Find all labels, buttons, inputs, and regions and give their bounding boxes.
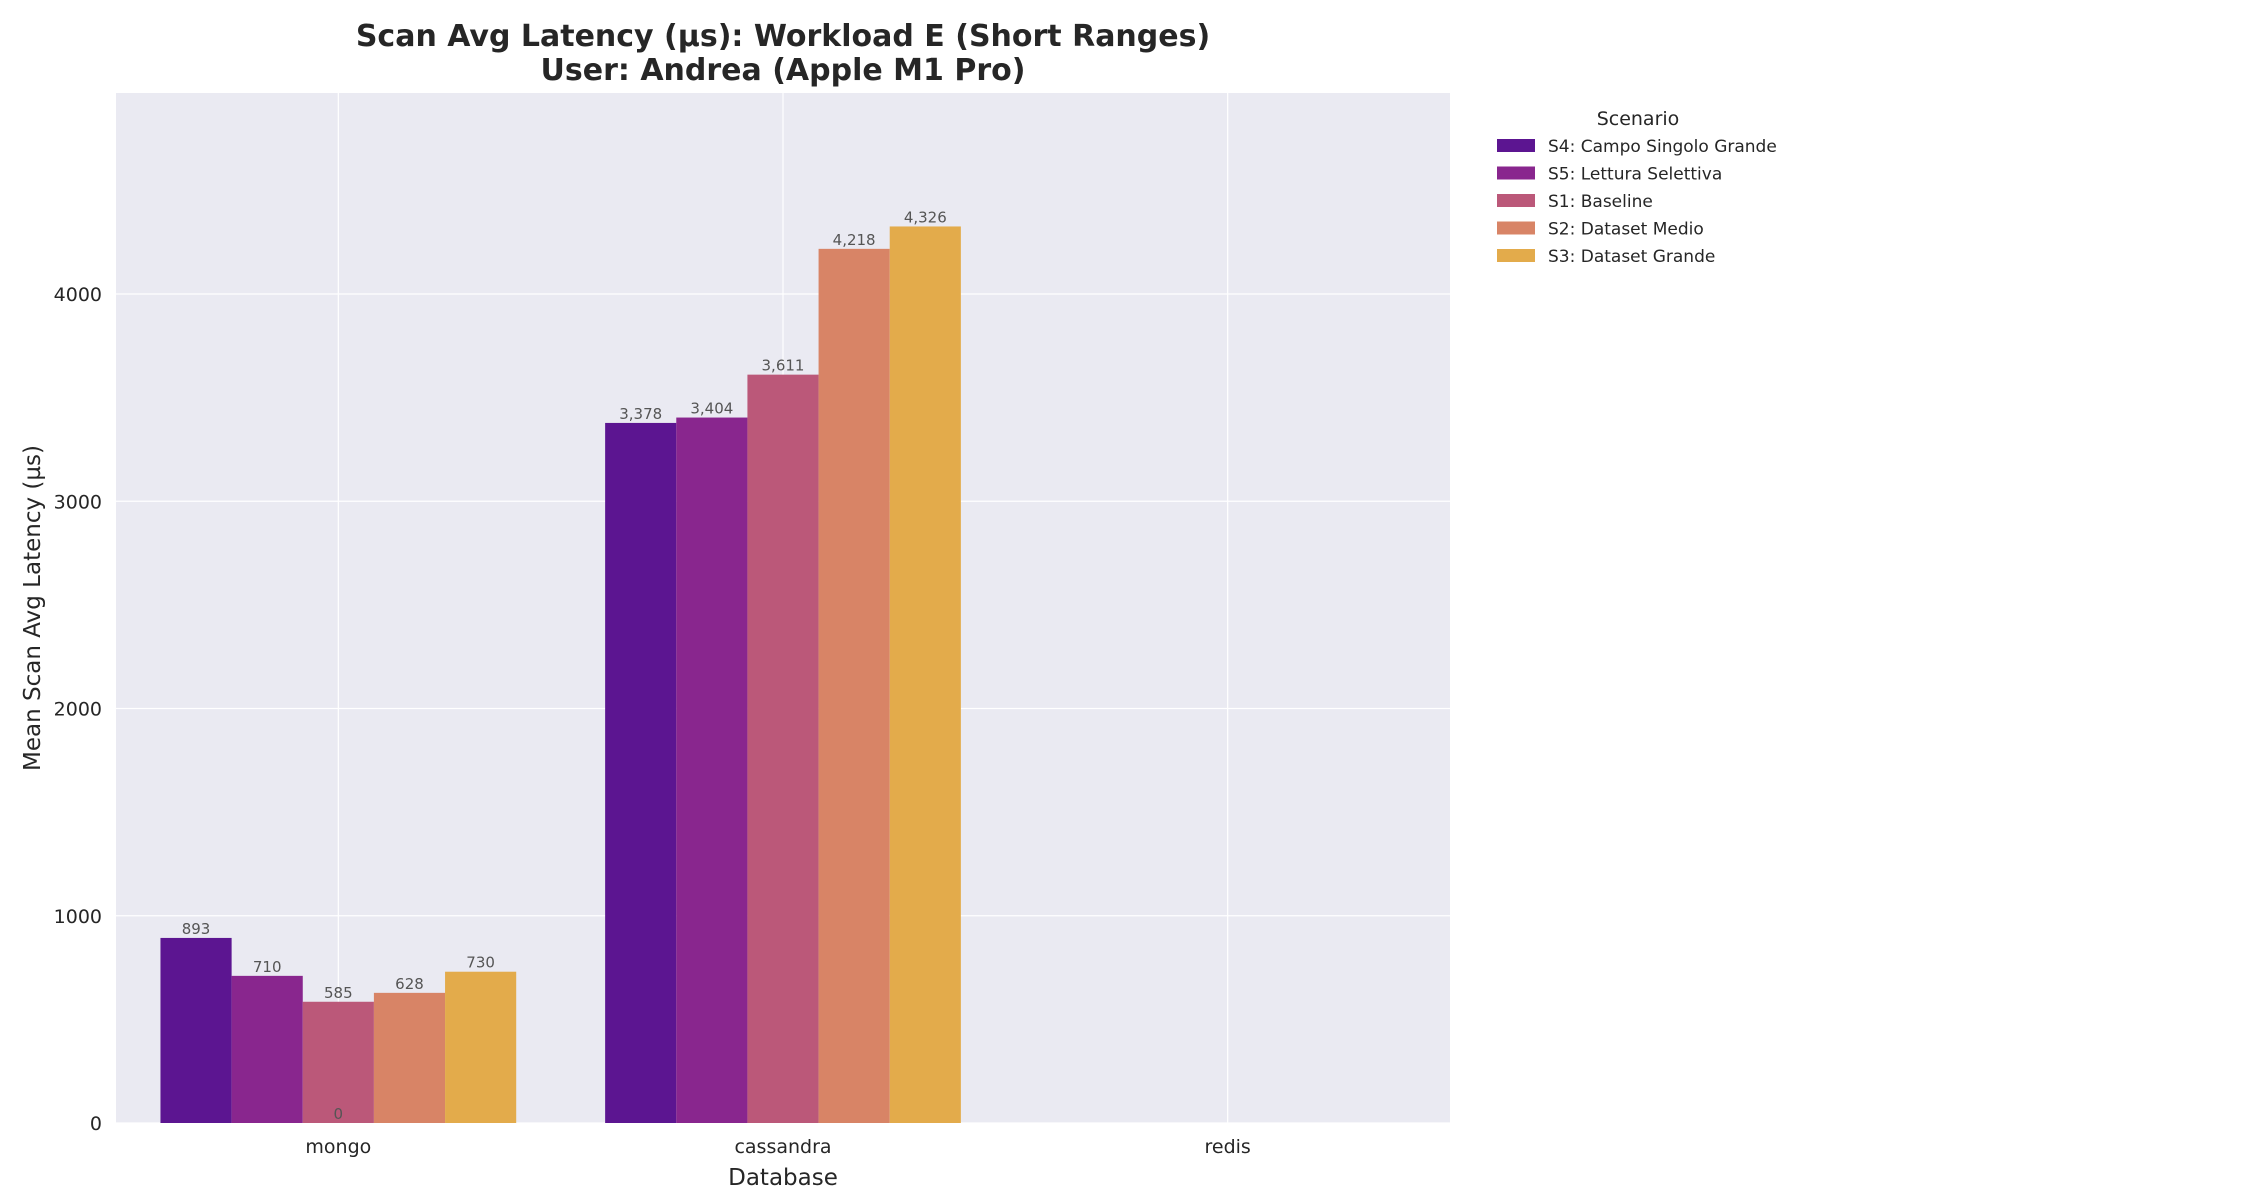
bar xyxy=(160,937,232,1123)
legend-item-label: S1: Baseline xyxy=(1548,192,1653,212)
bar xyxy=(818,248,890,1124)
x-tick-label: mongo xyxy=(305,1136,371,1158)
chart-title: Scan Avg Latency (µs): Workload E (Short… xyxy=(356,19,1210,54)
x-tick-label: redis xyxy=(1205,1136,1251,1158)
bar-value-label: 4,326 xyxy=(904,208,947,226)
y-tick-label: 2000 xyxy=(54,699,102,721)
legend-items: S4: Campo Singolo Grande S5: Lettura Sele… xyxy=(1497,137,1777,267)
bar xyxy=(445,971,517,1123)
bar xyxy=(747,374,819,1123)
bar xyxy=(889,226,961,1123)
bar-value-label: 4,218 xyxy=(833,231,876,249)
legend-item-label: S2: Dataset Medio xyxy=(1548,220,1704,240)
y-axis-label: Mean Scan Avg Latency (µs) xyxy=(20,445,46,771)
bar xyxy=(302,1001,374,1123)
annotation-label: 0 xyxy=(334,1105,344,1123)
bar-value-label: 3,378 xyxy=(619,405,662,423)
bar-value-label: 730 xyxy=(466,954,495,972)
legend-item-label: S5: Lettura Selettiva xyxy=(1548,165,1722,185)
y-tick-label: 0 xyxy=(90,1113,102,1135)
y-tick-label: 3000 xyxy=(54,491,102,513)
bar xyxy=(676,417,748,1123)
bar xyxy=(605,422,677,1123)
legend-title: Scenario xyxy=(1597,108,1680,130)
legend-swatch xyxy=(1497,194,1535,207)
y-tick-label: 4000 xyxy=(54,284,102,306)
x-axis-ticks: mongo cassandra redis xyxy=(305,1136,1250,1158)
bar-value-label: 3,404 xyxy=(690,400,733,418)
legend-swatch xyxy=(1497,139,1535,152)
legend-swatch xyxy=(1497,221,1535,235)
bar-value-label: 585 xyxy=(324,984,353,1002)
bar-value-label: 893 xyxy=(182,920,211,938)
bar xyxy=(231,975,303,1123)
bars-layer xyxy=(160,226,961,1124)
legend-swatch xyxy=(1497,166,1535,180)
bar-value-label: 710 xyxy=(253,958,282,976)
y-tick-label: 1000 xyxy=(54,906,102,928)
x-axis-label: Database xyxy=(728,1165,838,1191)
bar xyxy=(373,992,446,1123)
y-axis-ticks: 0 1000 2000 3000 4000 xyxy=(54,284,102,1135)
x-tick-label: cassandra xyxy=(734,1136,831,1158)
legend: Scenario S4: Campo Singolo Grande S5: Let… xyxy=(1497,108,1777,267)
bar-value-label: 628 xyxy=(395,975,424,993)
legend-swatch xyxy=(1497,249,1535,262)
bar-labels-layer: 893 3,378 710 3,404 585 3,611 628 4,218 730 4,326… xyxy=(182,208,947,1123)
legend-item-label: S4: Campo Singolo Grande xyxy=(1548,137,1777,157)
chart-subtitle: User: Andrea (Apple M1 Pro) xyxy=(541,53,1026,88)
legend-item-label: S3: Dataset Grande xyxy=(1548,247,1715,267)
bar-value-label: 3,611 xyxy=(762,357,805,375)
